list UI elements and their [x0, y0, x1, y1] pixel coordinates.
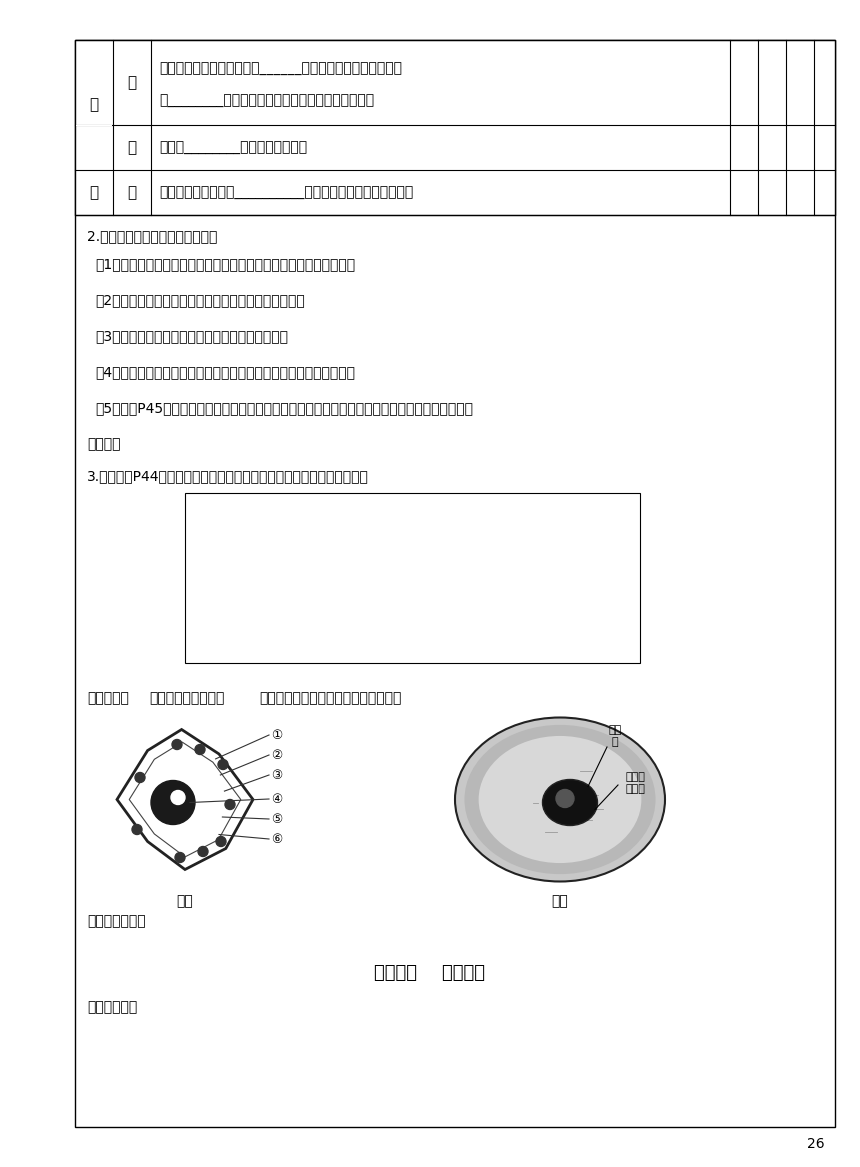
Circle shape	[135, 773, 145, 783]
Ellipse shape	[464, 725, 655, 874]
Circle shape	[151, 781, 195, 825]
Circle shape	[195, 745, 205, 755]
Text: ②: ②	[271, 748, 282, 762]
Text: 第二部分    达标检测: 第二部分 达标检测	[374, 964, 486, 981]
Text: 植物细胞的基本结构: 植物细胞的基本结构	[149, 691, 224, 705]
Text: 细胞
核: 细胞 核	[608, 725, 622, 747]
Circle shape	[218, 760, 228, 769]
Bar	[75, 40, 835, 1127]
Text: 过: 过	[89, 98, 99, 112]
Ellipse shape	[543, 780, 598, 825]
Text: ④: ④	[271, 792, 282, 805]
Text: （2）撕取的材料为什么要完全浸入水滴中并充分展平？: （2）撕取的材料为什么要完全浸入水滴中并充分展平？	[95, 293, 304, 307]
Circle shape	[225, 799, 235, 810]
Text: （3）在盖上盖玻片时要怎么样操作？目的是什么？: （3）在盖上盖玻片时要怎么样操作？目的是什么？	[95, 329, 288, 343]
Polygon shape	[117, 729, 253, 869]
Bar	[185, 492, 640, 663]
Text: 染: 染	[127, 140, 137, 155]
Ellipse shape	[455, 718, 665, 881]
Text: ③: ③	[271, 769, 282, 782]
Text: 学生问题梳理：: 学生问题梳理：	[87, 914, 145, 928]
Text: ⑤: ⑤	[271, 812, 282, 825]
Text: 液泡及
细胞液: 液泡及 细胞液	[625, 773, 645, 794]
Text: 用吸水纸从盖玻片的__________吸引，使碘液浸润标本的全部: 用吸水纸从盖玻片的__________吸引，使碘液浸润标本的全部	[159, 186, 414, 200]
Text: 盖: 盖	[127, 75, 137, 90]
Circle shape	[216, 837, 226, 846]
Text: （1）在制作临时装片时首先要在载玻片上滴什么溶液？目的是什么？: （1）在制作临时装片时首先要在载玻片上滴什么溶液？目的是什么？	[95, 257, 355, 271]
Text: 26: 26	[808, 1137, 825, 1151]
Text: 认识植物细胞各部分结构名称和作用：: 认识植物细胞各部分结构名称和作用：	[259, 691, 402, 705]
Circle shape	[175, 853, 185, 862]
Circle shape	[171, 790, 185, 804]
Ellipse shape	[479, 736, 642, 864]
Text: 3.按照课本P44生物图的画法及注意事项，绘制洋葱鳞片叶内表皮细胞图: 3.按照课本P44生物图的画法及注意事项，绘制洋葱鳞片叶内表皮细胞图	[87, 469, 369, 483]
Bar	[75, 40, 835, 215]
Circle shape	[172, 740, 182, 749]
Text: 乙图: 乙图	[551, 894, 568, 908]
Text: 吸: 吸	[127, 186, 137, 200]
Text: 主问题三：: 主问题三：	[87, 691, 129, 705]
Circle shape	[198, 846, 208, 857]
Text: 为什么？: 为什么？	[87, 436, 120, 450]
Text: 甲图: 甲图	[176, 894, 194, 908]
Text: 用镊子夹起盖玻片，使它的______先接触载玻片上的水滴，然: 用镊子夹起盖玻片，使它的______先接触载玻片上的水滴，然	[159, 62, 402, 76]
Text: 程: 程	[89, 186, 99, 200]
Circle shape	[132, 825, 142, 834]
Text: ⑥: ⑥	[271, 832, 282, 846]
Text: 把一滴________滴在盖玻片的一侧: 把一滴________滴在盖玻片的一侧	[159, 140, 307, 154]
Text: ①: ①	[271, 728, 282, 741]
Text: 后________地放下。（如果操作不当，会出现气泡）: 后________地放下。（如果操作不当，会出现气泡）	[159, 93, 374, 107]
Text: 【自主检测】: 【自主检测】	[87, 1000, 138, 1014]
Circle shape	[556, 790, 574, 808]
Text: （5）结合P45图，观察洋葱细胞找到细胞壁、细胞质、细胞核，并分析能否看到细胞膜、叶绿体？: （5）结合P45图，观察洋葱细胞找到细胞壁、细胞质、细胞核，并分析能否看到细胞膜…	[95, 401, 473, 415]
Text: （4）用什么试剂进行染色？为什么要染色？染色最深的是什么结构？: （4）用什么试剂进行染色？为什么要染色？染色最深的是什么结构？	[95, 365, 355, 379]
Text: 2.根据实验操作，解决以下问题：: 2.根据实验操作，解决以下问题：	[87, 229, 218, 243]
